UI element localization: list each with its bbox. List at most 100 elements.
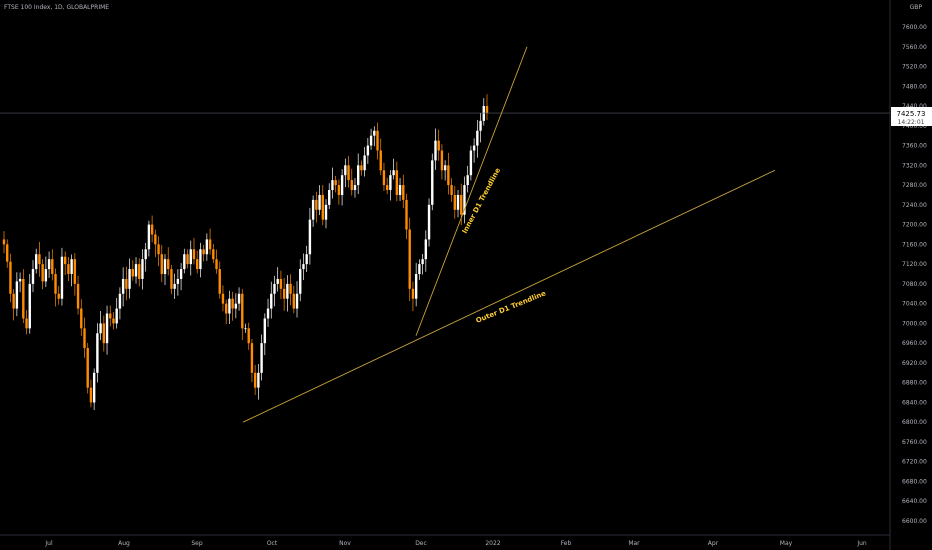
candle-body [199,249,202,270]
candle-body [205,239,209,255]
candle-body [12,293,15,309]
candle-body [308,219,312,255]
price-tag-value: 7425.73 [897,110,926,118]
candle-body [25,318,28,329]
inner-trendline [415,46,528,336]
currency-label[interactable]: GBP [909,4,922,11]
candle-body [28,283,31,329]
y-tick-label: 7560.00 [902,44,927,51]
candle-body [170,269,173,289]
current-price-tag: 7425.73 14:22:01 [891,107,932,126]
candle-body [102,323,106,344]
y-tick-label: 7520.00 [902,64,927,71]
candle-body [357,165,360,186]
candle-body [208,239,212,250]
y-tick-label: 6960.00 [902,340,927,347]
candle-body [431,160,434,205]
candle-body [472,145,476,151]
candle-body [76,283,80,309]
candle-body [379,150,382,171]
candle-body [183,254,186,270]
candle-body [321,194,324,220]
candle-body [112,318,115,324]
candle-body [286,283,289,299]
candle-body [31,269,35,284]
candle-body [350,180,353,191]
y-tick-label: 7080.00 [902,281,927,288]
x-tick-label: Oct [267,540,278,547]
x-tick-label: May [780,540,793,547]
candle-body [163,259,167,274]
candle-body [295,293,299,309]
candle-body [38,254,41,265]
candle-body [363,155,366,171]
candle-body [109,313,112,319]
y-tick-label: 7200.00 [902,222,927,229]
candle-body [476,130,479,146]
candle-body [395,170,399,195]
candle-body [60,256,64,299]
candle-body [22,278,25,319]
candle-body [453,194,456,210]
x-tick-label: Feb [561,540,572,547]
y-tick-label: 7600.00 [902,24,927,31]
y-tick-label: 6760.00 [902,439,927,446]
candle-body [405,199,408,230]
y-tick-label: 6800.00 [902,419,927,426]
candle-body [340,175,344,195]
candle-body [54,274,57,294]
candle-body [289,283,292,294]
candle-body [241,293,244,329]
candle-body [324,204,328,220]
candle-body [186,254,189,265]
candle-body [134,264,138,277]
x-tick-label: Jul [44,540,53,547]
candle-body [35,254,38,270]
y-tick-label: 7360.00 [902,143,927,150]
candle-body [18,278,22,282]
x-tick-label: Nov [339,540,351,547]
candle-body [373,130,376,136]
outer-trendline [242,169,776,423]
candle-body [411,288,415,299]
candle-body [418,264,421,274]
y-tick-label: 6640.00 [902,498,927,505]
candle-body [263,318,267,344]
price-tag-countdown: 14:22:01 [898,119,925,126]
candle-body [427,204,431,240]
candle-body [192,249,196,260]
candle-body [460,194,463,215]
candle-body [89,387,93,403]
candle-body [44,269,48,282]
candle-body [260,343,263,373]
candle-body [479,120,482,131]
price-tag-background [891,107,932,126]
candle-body [447,165,450,186]
candle-body [15,281,19,309]
candle-body [57,293,60,299]
x-axis[interactable]: Jul Aug Sep Oct Nov Dec 2022 Feb Mar Apr May Jun [44,540,867,547]
candle-body [196,259,199,270]
candle-body [131,269,134,277]
candle-body [212,249,215,260]
candle-body [328,190,331,205]
candle-body [402,185,405,200]
chart-title: FTSE 100 Index, 1D, GLOBALPRIME [4,4,110,11]
candle-body [276,278,279,284]
y-tick-label: 7120.00 [902,261,927,268]
y-tick-label: 6600.00 [902,518,927,525]
candle-body [125,278,128,289]
candle-body [250,343,254,373]
candle-body [121,278,125,294]
candle-body [466,175,469,186]
y-tick-label: 7160.00 [902,241,927,248]
candle-body [105,313,109,344]
y-axis[interactable]: 7600.00 7560.00 7520.00 7480.00 7440.00 7400.… [902,24,927,525]
candle-body [344,165,347,176]
candle-body [176,278,180,284]
candle-body [469,150,473,176]
y-tick-label: 6680.00 [902,478,927,485]
y-tick-label: 7440.00 [902,103,927,110]
candle-body [118,293,122,309]
